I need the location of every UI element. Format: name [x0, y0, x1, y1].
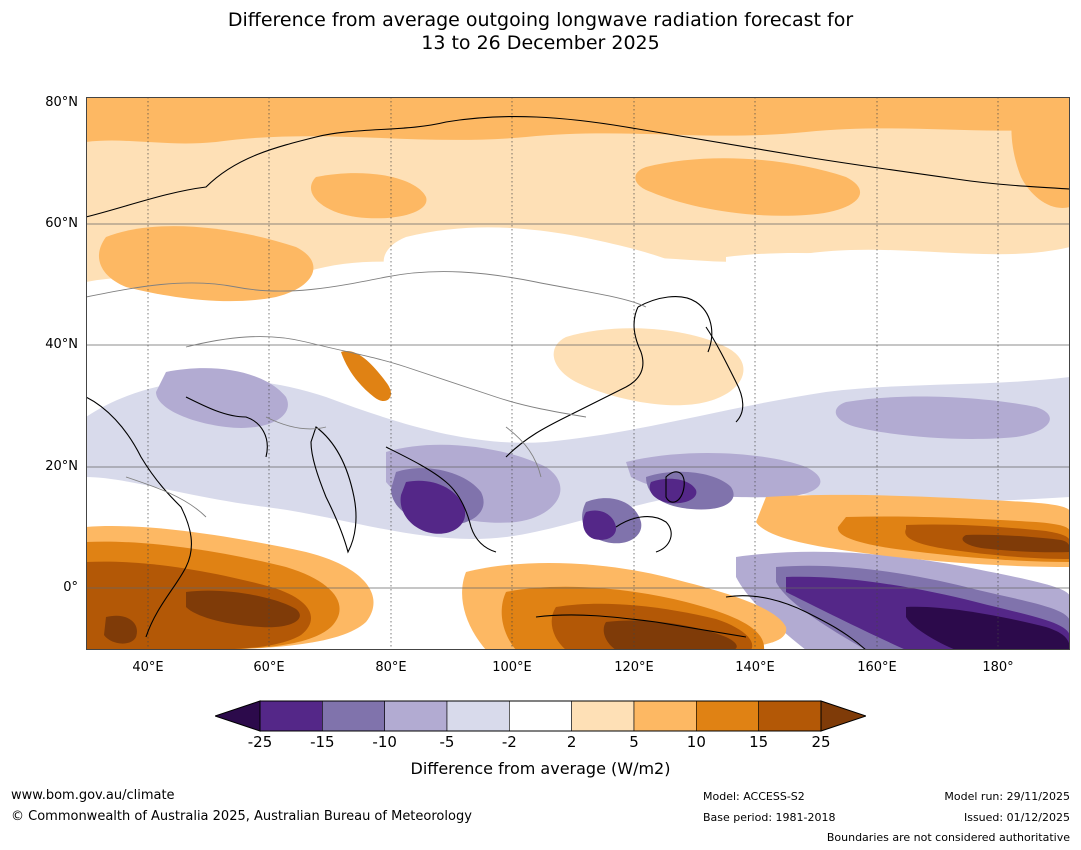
lon-label-40e: 40°E [132, 660, 164, 675]
lat-label-20n: 20°N [45, 459, 78, 474]
issued-date: Issued: 01/12/2025 [963, 811, 1070, 824]
lon-label-60e: 60°E [253, 660, 285, 675]
colorbar-outline [259, 700, 822, 732]
boundary-disclaimer: Boundaries are not considered authoritat… [826, 831, 1070, 844]
lat-label-60n: 60°N [45, 216, 78, 231]
gridlines [86, 97, 1070, 589]
colorbar-tick: -5 [439, 733, 455, 751]
copyright-text: © Commonwealth of Australia 2025, Austra… [11, 809, 472, 824]
title-line-2: 13 to 26 December 2025 [421, 32, 660, 54]
anomaly-pacific-south-extreme [962, 534, 1070, 553]
colorbar-tick: 25 [811, 733, 831, 751]
anomaly-tropics-light [156, 368, 1050, 523]
colorbar-tick: 2 [566, 733, 577, 751]
anomaly-west-medium [98, 226, 314, 302]
anomaly-north-light [86, 97, 1070, 282]
colorbar-extend-high [820, 700, 866, 732]
colorbar-segment [259, 700, 323, 732]
anomaly-far-east-medium [635, 158, 861, 216]
neutral-central-asia [383, 227, 712, 314]
lon-label-180: 180° [982, 660, 1014, 675]
lon-label-140e: 140°E [735, 660, 775, 675]
lat-label-40n: 40°N [45, 337, 78, 352]
colorbar-segment [633, 700, 697, 732]
neutral-east-band [726, 252, 1070, 324]
coastlines [86, 116, 1070, 650]
lon-label-100e: 100°E [492, 660, 532, 675]
colorbar-tick: 5 [629, 733, 639, 751]
title-line-1: Difference from average outgoing longwav… [227, 9, 854, 31]
anomaly-indonesia-extreme [603, 620, 737, 650]
lat-label-80n: 80°N [45, 95, 78, 110]
colorbar-segment [322, 700, 385, 732]
model-name: Model: ACCESS-S2 [703, 790, 805, 803]
anomaly-pacific-north-medium [1011, 102, 1070, 208]
colorbar-segment [384, 700, 448, 732]
meridians [147, 97, 999, 650]
country-boundaries [86, 271, 647, 518]
base-period: Base period: 1981-2018 [703, 811, 836, 824]
colorbar-segment [758, 700, 822, 732]
anomaly-south-west-extreme [104, 590, 300, 644]
lon-label-80e: 80°E [375, 660, 407, 675]
website-link[interactable]: www.bom.gov.au/climate [11, 788, 175, 803]
anomaly-himalaya [341, 351, 391, 402]
colorbar-extend-low [215, 700, 261, 732]
colorbar-segment [509, 700, 572, 732]
anomaly-southeast-extreme [906, 606, 1070, 650]
anomaly-tropics-strong [400, 478, 697, 540]
map-canvas [86, 97, 1070, 650]
lat-label-0: 0° [63, 580, 78, 595]
colorbar [215, 700, 866, 732]
model-run-date: Model run: 29/11/2025 [944, 790, 1070, 803]
colorbar-tick: 10 [686, 733, 706, 751]
anomaly-tropics-lightest [86, 377, 1070, 540]
lon-label-160e: 160°E [857, 660, 897, 675]
colorbar-tick: -25 [247, 733, 273, 751]
anomaly-tropics-medium [391, 468, 734, 544]
colorbar-tick: 15 [749, 733, 769, 751]
colorbar-segment [696, 700, 759, 732]
anomaly-japan-light [645, 345, 737, 399]
colorbar-segment [446, 700, 510, 732]
colorbar-segments [215, 700, 866, 732]
colorbar-tick: -10 [372, 733, 397, 751]
colorbar-segment [571, 700, 635, 732]
lon-label-120e: 120°E [614, 660, 654, 675]
olr-anomaly-map [86, 97, 1070, 650]
colorbar-label: Difference from average (W/m2) [410, 759, 671, 778]
anomaly-siberia-medium [310, 173, 427, 219]
colorbar-tick: -15 [310, 733, 335, 751]
chart-title: Difference from average outgoing longwav… [0, 9, 1081, 55]
colorbar-tick: -2 [501, 733, 517, 751]
